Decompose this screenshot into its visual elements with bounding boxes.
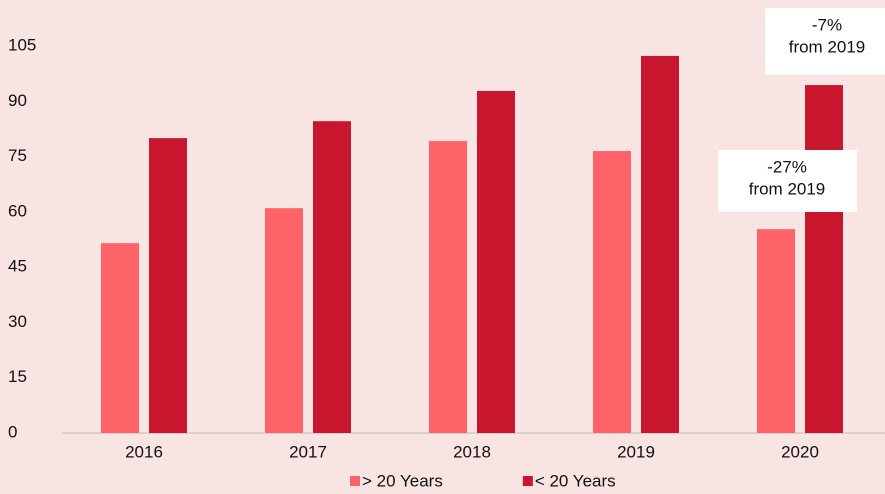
x-tick-label: 2016 bbox=[125, 442, 163, 461]
bar bbox=[429, 141, 467, 433]
y-tick-label: 0 bbox=[8, 422, 17, 441]
annotation-text: from 2019 bbox=[789, 37, 866, 56]
annotation-text: -7% bbox=[812, 15, 842, 34]
bar bbox=[757, 229, 795, 433]
y-tick-label: 15 bbox=[8, 367, 27, 386]
annotation-box bbox=[765, 8, 885, 75]
x-tick-label: 2020 bbox=[781, 442, 819, 461]
legend-swatch bbox=[350, 476, 360, 486]
y-tick-label: 60 bbox=[8, 201, 27, 220]
annotation-box bbox=[718, 150, 857, 212]
x-tick-label: 2017 bbox=[289, 442, 327, 461]
annotation-text: from 2019 bbox=[749, 179, 826, 198]
x-tick-label: 2018 bbox=[453, 442, 491, 461]
y-tick-label: 75 bbox=[8, 146, 27, 165]
y-tick-label: 30 bbox=[8, 312, 27, 331]
y-tick-label: 105 bbox=[8, 35, 36, 54]
x-tick-label: 2019 bbox=[617, 442, 655, 461]
bar bbox=[641, 55, 679, 434]
bar bbox=[313, 121, 351, 433]
annotation-text: -27% bbox=[767, 157, 807, 176]
legend-label: > 20 Years bbox=[362, 471, 443, 490]
y-tick-label: 90 bbox=[8, 91, 27, 110]
bar bbox=[101, 243, 139, 433]
bar bbox=[477, 90, 515, 434]
legend-label: < 20 Years bbox=[535, 471, 616, 490]
bar bbox=[149, 138, 187, 433]
bar bbox=[593, 151, 631, 434]
bar bbox=[265, 208, 303, 433]
bar bbox=[805, 85, 843, 433]
legend-swatch bbox=[522, 476, 533, 486]
y-tick-label: 45 bbox=[8, 257, 27, 276]
